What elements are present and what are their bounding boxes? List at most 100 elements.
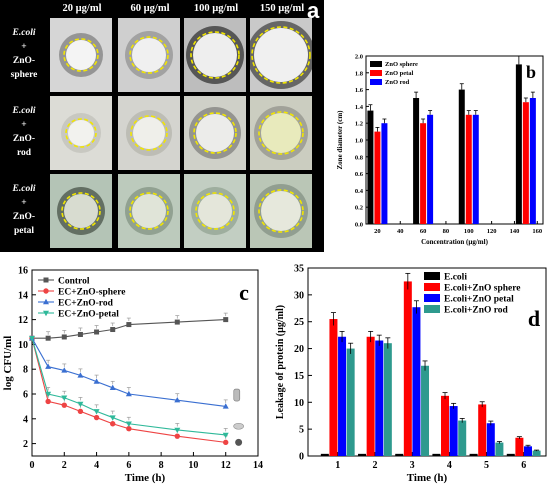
bar (458, 89, 465, 224)
rod-glyph (233, 388, 241, 402)
bar (395, 453, 404, 456)
bar (366, 336, 375, 456)
data-point (45, 363, 52, 369)
data-point (43, 298, 49, 305)
bar (495, 442, 504, 456)
inhibition-zone-photo (118, 18, 180, 92)
bar (421, 365, 430, 456)
legend-label: EC+ZnO-rod (58, 299, 114, 309)
data-point (222, 432, 229, 439)
data-point (223, 317, 229, 323)
y-tick-label: 0.2 (355, 205, 363, 212)
x-tick-label: 1 (335, 460, 340, 471)
row-label-line: + (21, 198, 27, 208)
row-label: E.coli + ZnO-petal (2, 182, 46, 238)
x-tick-label: 8 (159, 460, 164, 471)
bar (432, 453, 441, 456)
legend-swatch (424, 294, 440, 302)
data-point (61, 395, 68, 401)
y-tick-label: 1.4 (355, 104, 364, 111)
bar (427, 114, 434, 224)
bar (478, 404, 487, 456)
x-tick-label: 2 (372, 460, 377, 471)
y-tick-label: 10 (294, 398, 304, 409)
x-tick-label: 4 (447, 460, 452, 471)
data-point (94, 329, 100, 335)
bar (515, 437, 524, 456)
row-label-line: E.coli (12, 28, 36, 38)
x-tick-label: 20 (374, 228, 381, 235)
inhibition-zone-photo (118, 174, 180, 248)
data-point (174, 427, 181, 434)
y-tick-label: 2.0 (355, 54, 363, 61)
bar (522, 102, 529, 224)
panel-b-bar-chart: 0.0 0.2 0.4 0.6 0.8 1.0 1.2 1.4 1.6 1.8 2.0 20 40 60 8… (336, 54, 544, 246)
y-tick-label: 6 (23, 390, 28, 401)
x-tick-label: 4 (94, 460, 99, 471)
data-point (110, 421, 116, 427)
bar (358, 453, 367, 456)
x-tick-label: 0 (30, 460, 35, 471)
x-tick-label: 6 (521, 460, 526, 471)
inhibition-zone-photo (50, 174, 112, 248)
panel-a-letter: a (307, 0, 320, 23)
row-label-line: E.coli (12, 106, 36, 116)
bar (523, 446, 532, 456)
bar (412, 307, 421, 456)
column-header: 150 µg/ml (259, 3, 305, 14)
bar (346, 348, 355, 456)
data-point (110, 327, 116, 333)
petal-glyph (233, 422, 244, 430)
x-tick-label: 140 (510, 228, 520, 235)
data-point (77, 408, 84, 415)
data-point (43, 288, 49, 294)
data-point (125, 390, 132, 397)
y-tick-label: 15 (294, 371, 304, 382)
panel-b-letter: b (526, 62, 536, 82)
y-tick-label: 14 (18, 290, 28, 301)
data-point (61, 334, 67, 340)
x-tick-label: 120 (487, 228, 497, 235)
y-tick-label: 0.8 (355, 154, 364, 161)
y-tick-label: 0 (299, 452, 304, 463)
legend-swatch (424, 283, 440, 291)
y-tick-label: 1.2 (355, 121, 363, 128)
inhibition-zone-ring (251, 26, 311, 84)
column-header: 100 µg/ml (193, 3, 239, 14)
inhibition-zone-photo (250, 18, 312, 92)
data-point (29, 336, 35, 342)
row-label-line: ZnO- (12, 134, 36, 144)
inhibition-zone-photo (50, 18, 112, 92)
y-tick-label: 2 (23, 439, 28, 450)
data-point (45, 391, 52, 398)
y-tick-label: 8 (23, 365, 28, 376)
y-tick-label: 1.6 (355, 87, 364, 94)
bar (529, 98, 536, 224)
panel-c-letter: c (239, 280, 249, 305)
x-tick-label: 12 (221, 460, 231, 471)
inhibition-zone-photo (50, 96, 112, 170)
y-tick-label: 0.6 (355, 171, 364, 178)
inhibition-zone-ring (258, 111, 304, 155)
series-line (31, 338, 226, 436)
data-point (77, 372, 84, 378)
data-point (93, 414, 100, 421)
data-point (61, 402, 67, 408)
inhibition-zone-ring (195, 192, 235, 230)
x-tick-label: 6 (126, 460, 131, 471)
inhibition-zone-photo (184, 18, 246, 92)
inhibition-zone-ring (258, 189, 304, 233)
y-tick-label: 35 (294, 264, 304, 275)
data-point (174, 433, 180, 439)
column-header: 60 µg/ml (130, 3, 170, 14)
bar (320, 453, 329, 456)
legend-swatch (424, 305, 440, 313)
inhibition-zone-photo (118, 96, 180, 170)
y-tick-label: 4 (23, 414, 28, 425)
data-point (223, 439, 229, 446)
x-tick-label: 80 (443, 228, 450, 235)
bar (367, 110, 374, 224)
row-label: E.coli + ZnO-sphere (2, 26, 46, 82)
row-label-line: + (21, 42, 27, 52)
